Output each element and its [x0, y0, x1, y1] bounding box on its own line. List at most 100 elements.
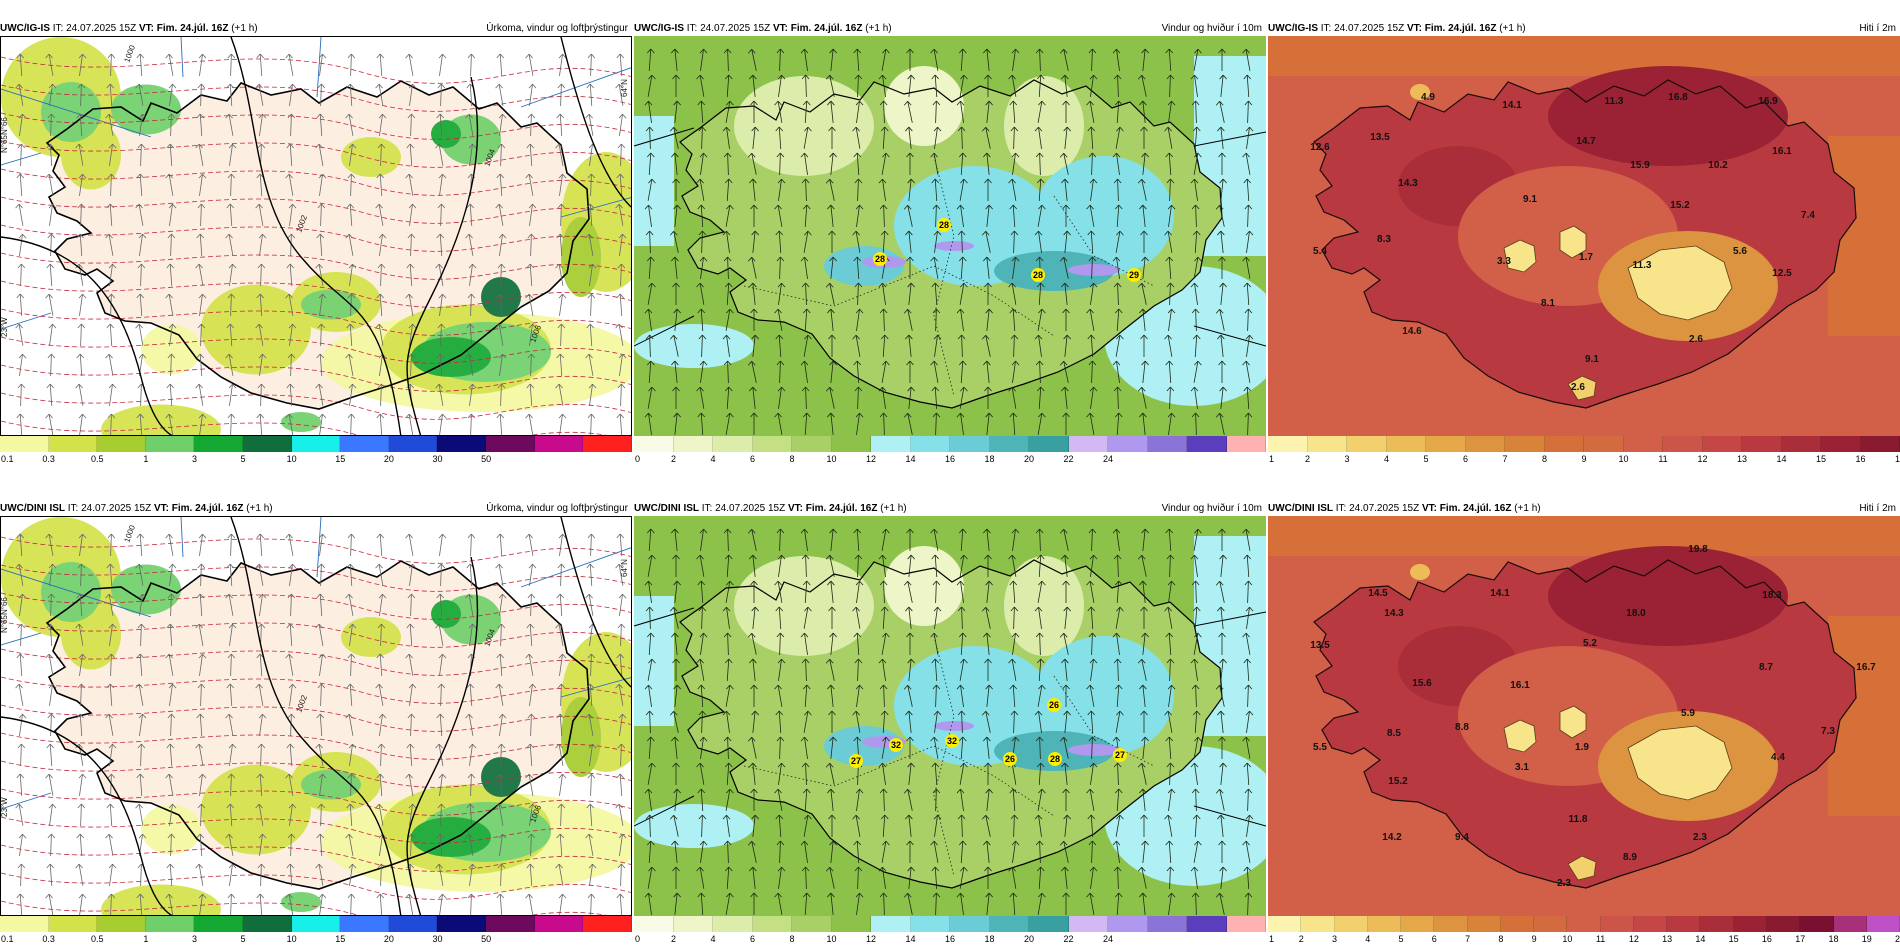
scale-swatch [752, 916, 792, 932]
coastline [1313, 559, 1857, 889]
gust-label: 28 [1050, 754, 1060, 764]
scale-swatch [97, 436, 146, 452]
temperature-label: 5.9 [1681, 708, 1695, 719]
temperature-map: 19.8 14.5 14.1 18.3 14.3 18.0 13.5 5.2 8.7 16.7 15… [1268, 516, 1900, 916]
scale-swatch [1029, 916, 1069, 932]
scale-swatch [1334, 916, 1368, 932]
scale-swatch [534, 916, 584, 932]
scale-tick-label: 4 [1383, 454, 1390, 464]
scale-tick-label: 4 [710, 454, 716, 464]
scale-swatch [1702, 436, 1742, 452]
coastline [1313, 79, 1857, 409]
temperature-label: 16.1 [1510, 680, 1530, 691]
temperature-label: 14.3 [1398, 178, 1418, 189]
temperature-label: 4.9 [1421, 92, 1435, 103]
scale-swatch [1068, 436, 1108, 452]
color-scale [1268, 916, 1900, 932]
panel-header: UWC/IG-IS IT: 24.07.2025 15Z VT: Fim. 24… [0, 22, 632, 36]
scale-swatch [871, 436, 911, 452]
scale-swatch [1866, 916, 1900, 932]
temperature-label: 2.6 [1689, 334, 1703, 345]
panel-dini-temp: UWC/DINI ISL IT: 24.07.2025 15Z VT: Fim.… [1268, 502, 1900, 950]
temperature-label: 15.2 [1388, 776, 1408, 787]
temperature-label: 18.3 [1762, 590, 1782, 601]
scale-tick-label: 18 [984, 934, 995, 944]
scale-swatch [97, 916, 146, 932]
scale-tick-label: 5 [1423, 454, 1429, 464]
temperature-label: 3.3 [1497, 256, 1511, 267]
temperature-label: 16.1 [1772, 146, 1792, 157]
gust-label-marker [1113, 748, 1127, 762]
scale-swatch [950, 436, 990, 452]
temperature-label: 9.1 [1585, 354, 1599, 365]
scale-swatch [388, 436, 438, 452]
scale-swatch [713, 916, 753, 932]
model-name: UWC/DINI ISL [0, 503, 65, 514]
graticule-label: N°65 [1, 135, 9, 153]
scale-tick-label: 2 [1304, 454, 1311, 464]
panel-dini-wind: UWC/DINI ISL IT: 24.07.2025 15Z VT: Fim.… [634, 502, 1266, 950]
temperature-label: 16.7 [1856, 662, 1876, 673]
scale-swatch [291, 916, 341, 932]
scale-tick-label: 50 [481, 454, 492, 464]
scale-swatch [243, 916, 292, 932]
scale-swatch [48, 436, 98, 452]
scale-swatch [989, 916, 1029, 932]
lead-time: (+1 h) [246, 503, 273, 514]
scale-swatch [486, 436, 535, 452]
scale-swatch [634, 916, 674, 932]
scale-tick-label: 5 [240, 934, 246, 944]
scale-swatch [340, 436, 389, 452]
scale-tick-label: 22 [1063, 454, 1074, 464]
scale-tick-label: 14 [905, 454, 916, 464]
scale-tick-label: 0.3 [42, 934, 55, 944]
scale-tick-label: 3 [1344, 454, 1350, 464]
temperature-label: 1.9 [1575, 742, 1589, 753]
gust-label-marker [945, 734, 959, 748]
temperature-label: 12.5 [1772, 268, 1792, 279]
scale-tick-label: 5 [240, 454, 246, 464]
temperature-label: 18.0 [1626, 608, 1646, 619]
scale-swatch [1268, 436, 1308, 452]
scale-tick-label: 13 [1662, 934, 1673, 944]
scale-swatch [486, 916, 535, 932]
model-name: UWC/IG-IS [634, 23, 684, 34]
scale-swatch [291, 436, 341, 452]
scale-swatch [145, 916, 195, 932]
scale-tick-label: 12 [1697, 454, 1708, 464]
panel-title: Vindur og hviður í 10m [1161, 23, 1262, 34]
wind-arrows [644, 528, 1254, 916]
scale-tick-labels: 0 2 4 6 8 10 12 14 16 18 20 22 24 [634, 933, 1266, 945]
scale-tick-label: 11 [1595, 934, 1606, 944]
scale-swatch [243, 436, 292, 452]
scale-tick-label: 20 [1023, 934, 1035, 944]
init-time: IT: 24.07.2025 15Z [67, 503, 152, 514]
graticule-label: 23°W [1, 797, 9, 817]
init-time: IT: 24.07.2025 15Z [1335, 503, 1420, 514]
graticule-label: 23°W [1, 317, 9, 337]
temperature-label: 2.6 [1571, 382, 1585, 393]
isobars [1, 37, 631, 435]
scale-tick-label: 0.5 [90, 934, 104, 944]
scale-swatch [1401, 916, 1435, 932]
scale-swatch [1301, 916, 1335, 932]
scale-tick-label: 7 [1502, 454, 1508, 464]
scale-swatch [713, 436, 753, 452]
temperature-label: 16.9 [1758, 96, 1778, 107]
precip-map: 1000 1002 1004 1006 N°66 N°65 64°N 23°W [0, 516, 632, 916]
scale-swatch [1633, 916, 1668, 932]
scale-tick-label: 22 [1063, 934, 1074, 944]
scale-swatch [1584, 436, 1624, 452]
scale-tick-label: 1 [143, 934, 149, 944]
lead-time: (+1 h) [1499, 23, 1526, 34]
scale-tick-label: 8 [789, 454, 795, 464]
panel-header: UWC/DINI ISL IT: 24.07.2025 15Z VT: Fim.… [1268, 502, 1900, 516]
scale-tick-label: 6 [749, 454, 756, 464]
graticule-label: 64°N [620, 559, 629, 577]
scale-swatch [583, 436, 632, 452]
model-name: UWC/IG-IS [1268, 23, 1318, 34]
scale-tick-label: 17 [1894, 454, 1900, 464]
scale-swatch [1386, 436, 1426, 452]
scale-tick-label: 3 [191, 454, 197, 464]
scale-tick-label: 0.1 [1, 934, 14, 944]
